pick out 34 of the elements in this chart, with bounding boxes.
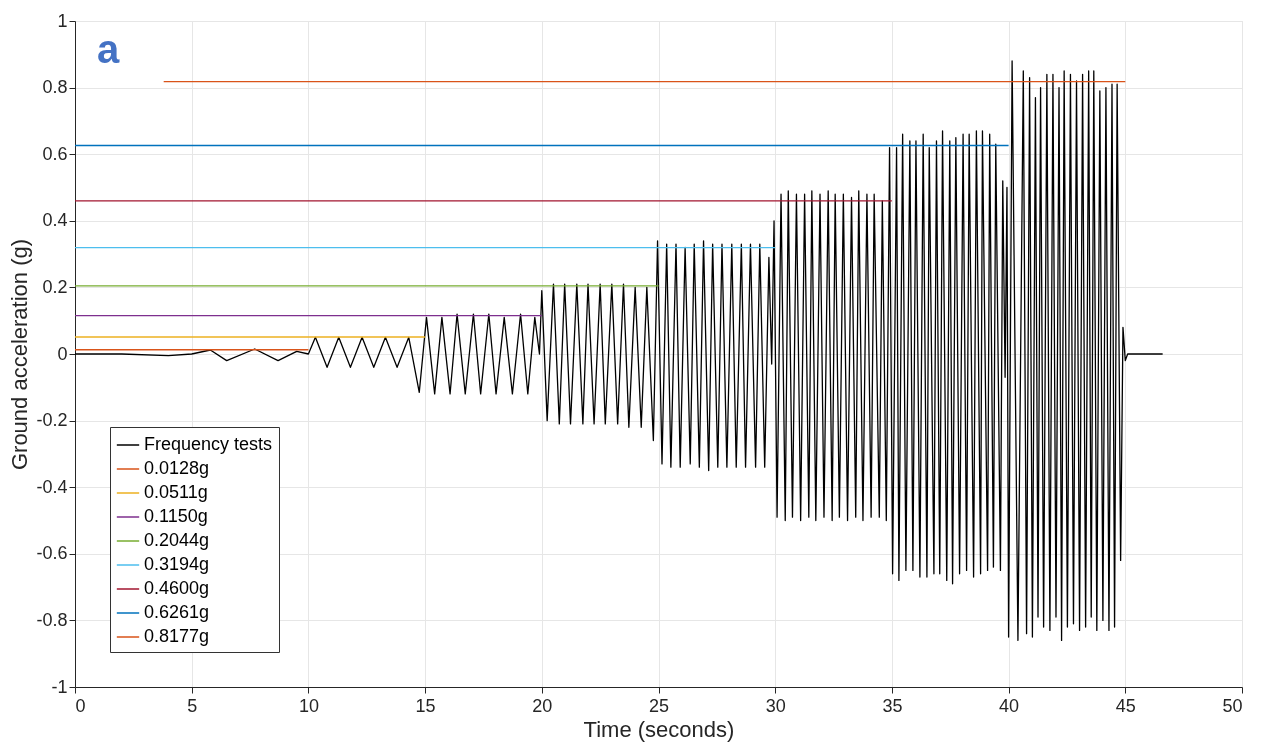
x-axis-title: Time (seconds): [583, 716, 735, 742]
x-tick-label: 45: [1115, 695, 1136, 716]
y-tick-label: -1: [51, 676, 68, 697]
x-tick-label: 50: [1222, 695, 1243, 716]
y-tick-label: 0.8: [42, 77, 68, 98]
x-tick-label: 10: [298, 695, 319, 716]
annotation: a: [97, 27, 120, 71]
y-tick-label: 0.4: [42, 210, 68, 231]
x-tick-label: 0: [75, 695, 86, 716]
legend-label: 0.4600g: [144, 578, 210, 598]
x-tick-label: 5: [187, 695, 198, 716]
x-tick-label: 30: [765, 695, 786, 716]
y-tick-label: -0.6: [36, 543, 68, 564]
x-tick-label: 20: [532, 695, 553, 716]
legend-label: 0.2044g: [144, 530, 210, 550]
legend-label: 0.0511g: [144, 482, 208, 502]
x-tick-label: 35: [882, 695, 903, 716]
legend-label: 0.8177g: [144, 626, 210, 646]
y-tick-label: 0.2: [42, 276, 68, 297]
x-tick-label: 15: [415, 695, 436, 716]
x-tick-label: 25: [648, 695, 670, 716]
y-axis-title: Ground acceleration (g): [7, 238, 33, 471]
y-tick-label: -0.2: [36, 410, 68, 431]
legend-label: Frequency tests: [144, 434, 273, 454]
y-tick-label: 1: [57, 10, 68, 31]
y-tick-label: 0: [57, 343, 68, 364]
x-tick-label: 40: [999, 695, 1020, 716]
y-tick-label: -0.8: [36, 609, 68, 630]
legend-label: 0.6261g: [144, 602, 210, 622]
legend-label: 0.3194g: [144, 554, 210, 574]
legend-label: 0.0128g: [144, 458, 210, 478]
y-tick-label: 0.6: [42, 143, 68, 164]
legend-label: 0.1150g: [144, 506, 208, 526]
y-tick-label: -0.4: [36, 476, 68, 497]
